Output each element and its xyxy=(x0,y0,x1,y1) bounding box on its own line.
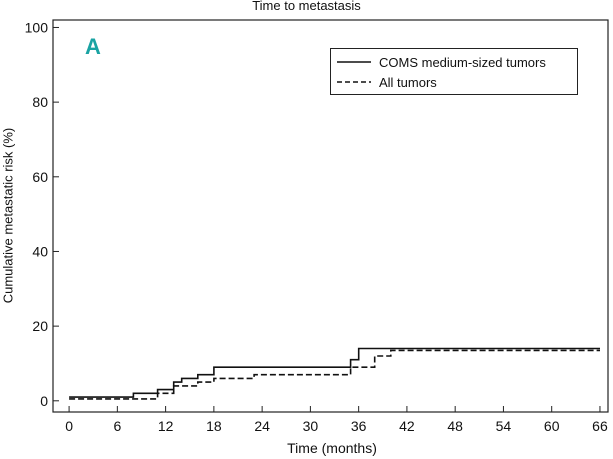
x-tick-label: 12 xyxy=(158,418,174,434)
y-tick-label: 100 xyxy=(25,19,49,35)
legend-item-coms: COMS medium-sized tumors xyxy=(337,54,546,70)
x-tick-label: 42 xyxy=(399,418,415,434)
x-axis-ticks: 0 6 12 18 24 30 36 42 48 54 60 66 xyxy=(65,406,608,434)
legend-swatch-dashed xyxy=(337,81,371,83)
x-axis-label: Time (months) xyxy=(287,440,377,456)
y-tick-label: 40 xyxy=(32,243,48,259)
x-tick-label: 60 xyxy=(544,418,560,434)
chart-title: Time to metastasis xyxy=(252,0,361,13)
x-tick-label: 30 xyxy=(303,418,319,434)
series-line-coms xyxy=(69,347,600,398)
series-layer xyxy=(69,347,600,400)
y-tick-label: 0 xyxy=(40,393,48,409)
y-axis-label: Cumulative metastatic risk (%) xyxy=(0,127,16,304)
legend-label-coms: COMS medium-sized tumors xyxy=(379,54,546,70)
x-tick-label: 48 xyxy=(447,418,463,434)
x-tick-label: 18 xyxy=(206,418,222,434)
y-tick-label: 60 xyxy=(32,169,48,185)
x-tick-label: 24 xyxy=(254,418,270,434)
plot-frame xyxy=(52,19,609,413)
x-tick-label: 0 xyxy=(65,418,73,434)
legend-item-all: All tumors xyxy=(337,74,437,90)
y-tick-label: 20 xyxy=(32,318,48,334)
legend-swatch-solid xyxy=(337,61,371,63)
x-tick-label: 54 xyxy=(496,418,512,434)
y-tick-label: 80 xyxy=(32,94,48,110)
y-axis-ticks: 0 20 40 60 80 100 xyxy=(25,19,59,409)
x-tick-label: 36 xyxy=(351,418,367,434)
panel-letter: A xyxy=(85,34,101,59)
x-tick-label: 6 xyxy=(113,418,121,434)
legend: COMS medium-sized tumors All tumors xyxy=(330,48,578,95)
series-line-all xyxy=(69,349,600,400)
legend-label-all: All tumors xyxy=(379,74,437,90)
x-tick-label: 66 xyxy=(592,418,608,434)
